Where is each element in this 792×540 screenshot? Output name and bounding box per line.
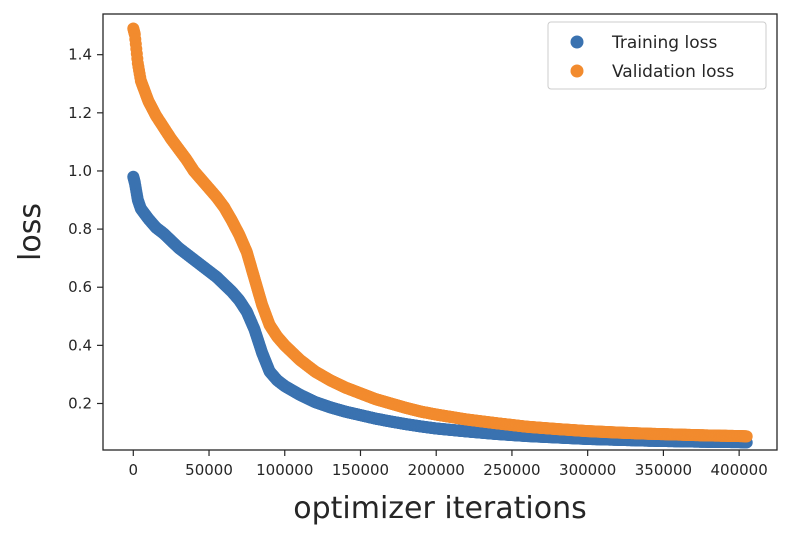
x-tick-label: 150000: [332, 461, 389, 479]
legend-box: [547, 21, 767, 90]
x-tick-label: 300000: [559, 461, 616, 479]
x-tick-label: 400000: [711, 461, 768, 479]
y-tick-label: 0.8: [68, 220, 92, 238]
legend-marker-training: [570, 35, 584, 49]
legend: Training loss Validation loss: [547, 21, 767, 90]
x-axis-ticks: 0 50000 100000 150000 200000 250000 300000 3500…: [129, 450, 768, 479]
y-tick-label: 0.2: [68, 394, 92, 412]
data-point: [740, 430, 753, 443]
legend-label-training: Training loss: [611, 33, 717, 53]
x-tick-label: 250000: [483, 461, 540, 479]
y-tick-label: 1.2: [68, 104, 92, 122]
y-axis-label: loss: [13, 203, 48, 261]
legend-label-validation: Validation loss: [612, 62, 734, 82]
y-tick-label: 1.4: [68, 46, 92, 64]
legend-marker-validation: [570, 64, 584, 78]
y-tick-label: 1.0: [68, 162, 92, 180]
plot-frame: [102, 13, 778, 451]
x-tick-label: 50000: [185, 461, 233, 479]
x-tick-label: 350000: [635, 461, 692, 479]
x-tick-label: 200000: [408, 461, 465, 479]
x-axis-label: optimizer iterations: [293, 491, 587, 526]
series-1-points: [127, 22, 753, 443]
y-tick-label: 0.4: [68, 336, 92, 354]
y-tick-label: 0.6: [68, 278, 92, 296]
data-points-layer: [127, 22, 753, 449]
x-tick-label: 0: [129, 461, 139, 479]
y-axis-ticks: 0.2 0.4 0.6 0.8 1.0 1.2 1.4: [68, 46, 103, 412]
x-tick-label: 100000: [256, 461, 313, 479]
